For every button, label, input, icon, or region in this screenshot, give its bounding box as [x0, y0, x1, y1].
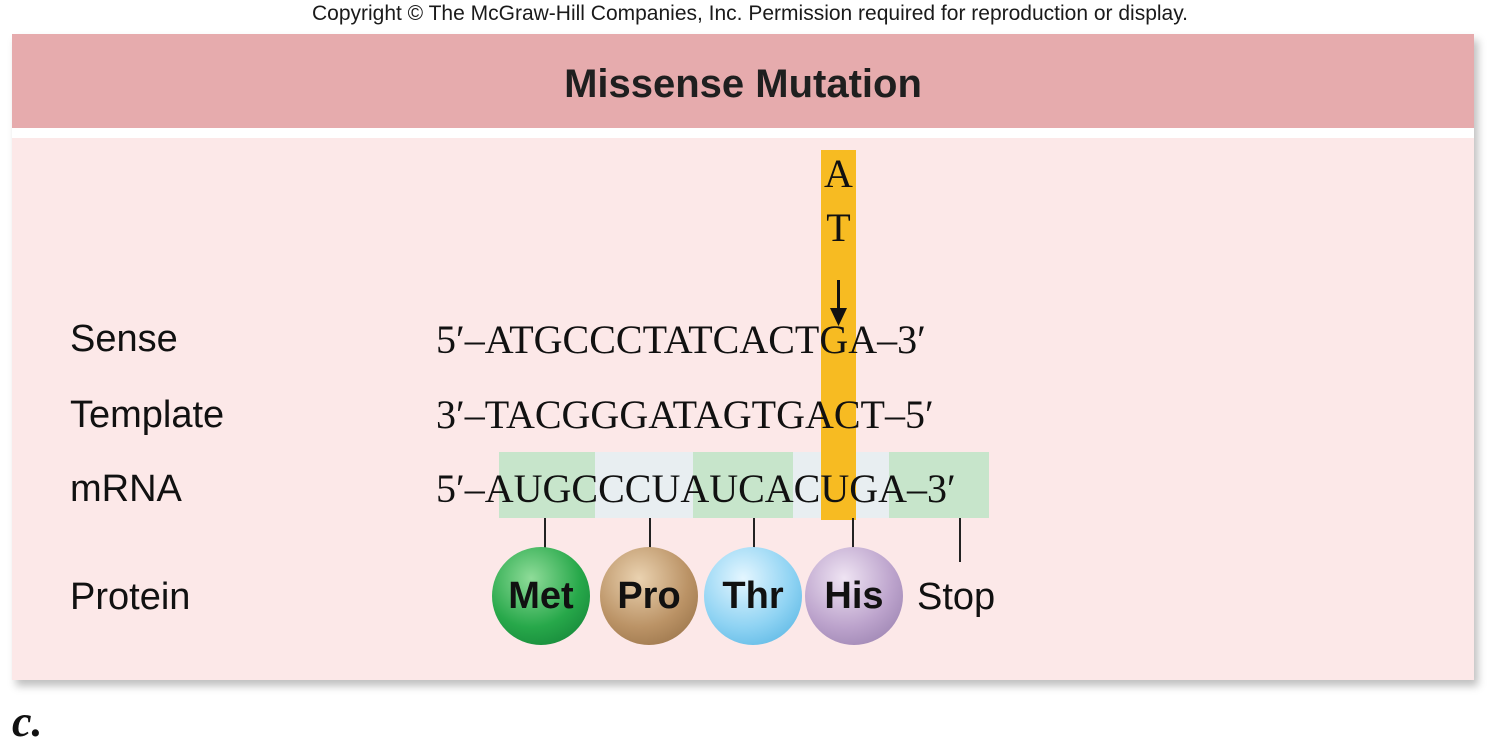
protein-label: Protein	[70, 576, 191, 618]
amino-acid-thr: Thr	[704, 547, 802, 645]
diagram-title: Missense Mutation	[564, 62, 922, 106]
mutation-highlight-bar	[821, 150, 856, 520]
copyright-notice: Copyright © The McGraw-Hill Companies, I…	[311, 2, 1189, 25]
codon-highlight-stop	[889, 452, 989, 518]
diagram-panel: Missense Mutation A T Sense Template mRN…	[12, 34, 1474, 680]
amino-acid-pro: Pro	[600, 547, 698, 645]
template-sequence: 3′–TACGGGATAGTGACT–5′	[436, 392, 934, 437]
amino-acid-met: Met	[492, 547, 590, 645]
codon-highlight-pro	[595, 452, 693, 518]
sense-sequence: 5′–ATGCCCTATCACTGA–3′	[436, 317, 926, 362]
mutation-arrow-icon	[830, 280, 847, 326]
amino-acid-his: His	[805, 547, 903, 645]
template-label: Template	[70, 394, 225, 436]
stop-codon-label: Stop	[917, 576, 996, 618]
title-bar: Missense Mutation	[12, 34, 1474, 138]
original-base: A	[824, 151, 853, 196]
codon-highlight-met	[499, 452, 595, 518]
sense-label: Sense	[70, 318, 178, 360]
codon-connector	[852, 518, 854, 548]
codon-connector	[649, 518, 651, 548]
codon-connector	[544, 518, 546, 548]
codon-highlight-thr	[693, 452, 793, 518]
mrna-sequence: 5′–AUGCCCUAUCACUGA–3′	[436, 466, 956, 511]
mrna-label: mRNA	[70, 468, 182, 510]
codon-connector	[959, 518, 961, 562]
replacement-base: T	[826, 205, 851, 250]
codon-connector	[753, 518, 755, 548]
panel-letter: c.	[12, 697, 43, 746]
